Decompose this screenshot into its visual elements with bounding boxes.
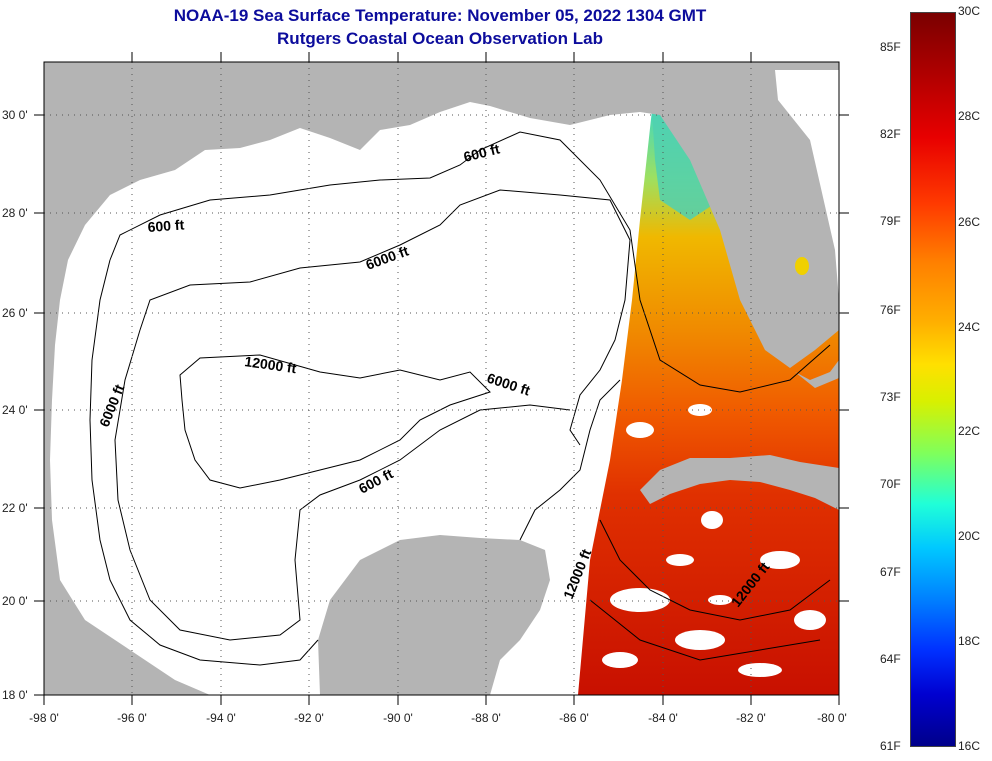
bathymetry-contours [89, 131, 831, 666]
colorbar-fahrenheit-label: 73F [880, 390, 901, 404]
colorbar-celsius-label: 24C [958, 320, 981, 334]
land-yucatan [318, 535, 550, 695]
colorbar-fahrenheit-label: 61F [880, 739, 901, 753]
map-grid [44, 62, 839, 695]
latitude-label: 22 0' [2, 501, 28, 515]
contour-caribbean-2 [589, 599, 821, 661]
longitude-label: -90 0' [383, 711, 413, 725]
longitude-label: -82 0' [736, 711, 766, 725]
colorbar-celsius-label: 20C [958, 529, 981, 543]
latitude-label: 24 0' [2, 403, 28, 417]
isle-of-youth [701, 511, 723, 529]
colorbar-fahrenheit-label: 64F [880, 652, 901, 666]
latitude-label: 30 0' [2, 108, 28, 122]
longitude-label: -96 0' [117, 711, 147, 725]
land [44, 62, 839, 695]
map-subtitle: Rutgers Coastal Ocean Observation Lab [277, 29, 603, 48]
colorbar-celsius-label: 26C [958, 215, 981, 229]
contour-600ft-shelf [109, 131, 831, 393]
contour-label: 12000 ft [244, 353, 298, 376]
colorbar-celsius-label: 18C [958, 634, 981, 648]
contour-600ft-west [89, 259, 319, 666]
contour-caribbean [599, 519, 831, 621]
contour-label: 600 ft [147, 216, 185, 235]
latitude-label: 26 0' [2, 306, 28, 320]
map-frame [43, 61, 840, 696]
contour-12000ft [179, 354, 491, 489]
longitude-label: -86 0' [559, 711, 589, 725]
contour-6000ft-west [139, 189, 631, 446]
land-cuba [640, 455, 839, 510]
colorbar-fahrenheit-label: 70F [880, 477, 901, 491]
land-us-gulf-coast [44, 62, 839, 695]
latitude-label: 18 0' [2, 688, 28, 702]
colorbar-fahrenheit-label: 82F [880, 127, 901, 141]
colorbar-fahrenheit-label: 85F [880, 40, 901, 54]
cloud-gaps [602, 404, 826, 677]
longitude-label: -80 0' [817, 711, 847, 725]
colorbar-fahrenheit-label: 76F [880, 303, 901, 317]
map-title: NOAA-19 Sea Surface Temperature: Novembe… [173, 6, 707, 25]
colorbar-fahrenheit-label: 67F [880, 565, 901, 579]
longitude-label: -84 0' [648, 711, 678, 725]
longitude-label: -98 0' [29, 711, 59, 725]
colorbar-celsius-label: 22C [958, 424, 981, 438]
latitude-label: 20 0' [2, 594, 28, 608]
axis-ticks [34, 52, 849, 705]
colorbar-fahrenheit-label: 79F [880, 214, 901, 228]
lake-okeechobee [795, 257, 809, 275]
colorbar-celsius-label: 28C [958, 109, 981, 123]
contour-6000ft-loop [114, 329, 571, 641]
temperature-colorbar [910, 12, 956, 747]
longitude-label: -92 0' [294, 711, 324, 725]
colorbar-celsius-label: 30C [958, 4, 981, 18]
land-florida-tip [795, 360, 839, 388]
latitude-label: 28 0' [2, 206, 28, 220]
colorbar-celsius-label: 16C [958, 739, 981, 753]
longitude-label: -88 0' [471, 711, 501, 725]
contour-600ft-yucatan [519, 379, 621, 541]
longitude-label: -94 0' [206, 711, 236, 725]
